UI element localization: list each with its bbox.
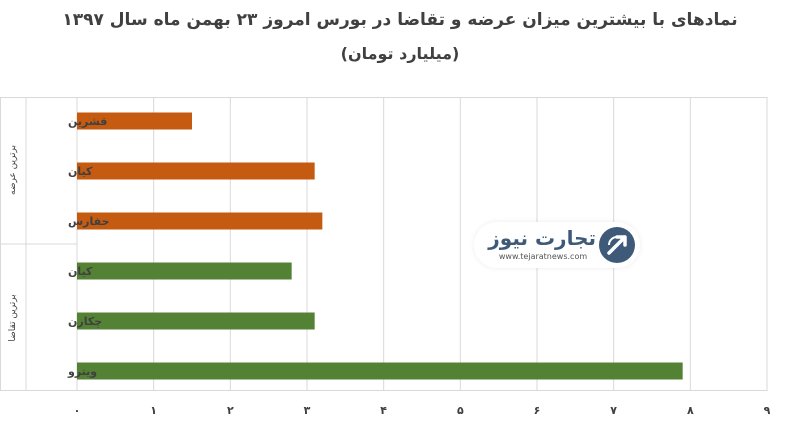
category-label: کیان <box>68 265 93 278</box>
x-tick-label: ۸ <box>687 404 694 417</box>
chart-title: نمادهای با بیشترین میزان عرضه و تقاضا در… <box>62 10 738 30</box>
x-tick-label: ۶ <box>534 404 541 417</box>
bar <box>77 212 323 230</box>
watermark: تجارت نیوز www.tejaratnews.com <box>474 222 640 268</box>
bar <box>77 312 315 330</box>
category-label: قشرین <box>68 115 107 128</box>
category-label: کیان <box>68 165 93 178</box>
x-tick-label: ۲ <box>227 404 234 417</box>
category-label: ویترو <box>67 365 97 378</box>
category-label: حفارس <box>68 215 110 228</box>
x-tick-label: ۱ <box>150 404 157 417</box>
tejaratnews-logo-icon <box>599 227 635 263</box>
bar <box>77 162 315 180</box>
watermark-url: www.tejaratnews.com <box>498 252 588 261</box>
group-label: برترین عرضه <box>8 145 18 195</box>
category-label: چکارن <box>68 315 102 328</box>
group-label: برترین تقاضا <box>8 294 18 341</box>
bar <box>77 262 292 280</box>
x-tick-label: ۰ <box>74 404 81 417</box>
x-tick-label: ۳ <box>304 404 311 417</box>
x-tick-label: ۴ <box>380 404 387 417</box>
chart-subtitle: (میلیارد تومان) <box>340 44 460 63</box>
bar <box>77 112 192 130</box>
x-tick-label: ۹ <box>764 404 771 417</box>
bar <box>77 362 683 380</box>
x-tick-label: ۷ <box>610 404 617 417</box>
x-tick-label: ۵ <box>457 404 464 417</box>
watermark-brand: تجارت نیوز <box>488 226 596 250</box>
